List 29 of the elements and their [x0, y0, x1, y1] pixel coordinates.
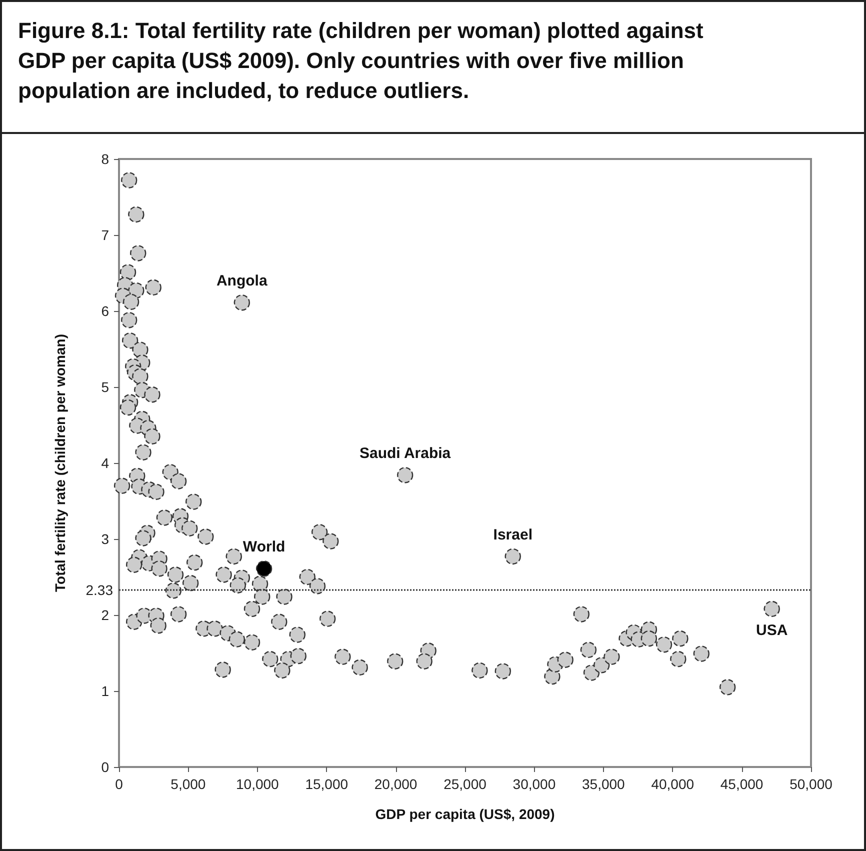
annotation: Angola — [216, 272, 268, 290]
y-tick-label: 4 — [101, 455, 110, 471]
annotation: World — [242, 538, 286, 556]
y-tick-label: 6 — [101, 303, 110, 319]
x-tick-label: 0 — [115, 776, 124, 792]
annotation: USA — [756, 622, 788, 639]
x-tick-label: 45,000 — [720, 776, 764, 792]
y-tick-label: 3 — [101, 531, 110, 547]
x-tick-label: 50,000 — [790, 776, 833, 792]
y-tick-label: 1 — [101, 683, 110, 699]
x-tick-label: 20,000 — [374, 776, 418, 792]
x-tick-label: 40,000 — [651, 776, 694, 792]
x-tick-label: 35,000 — [582, 776, 626, 792]
x-tick-label: 30,000 — [512, 776, 556, 792]
chart-title: Figure 8.1: Total fertility rate (children per woman) plotted against GDP per capita (US$ 2009). Only countries with over five million population are included, to reduce outliers. — [2, 2, 864, 134]
y-tick-label: 0 — [101, 759, 110, 775]
x-tick-label: 5,000 — [170, 776, 206, 792]
annotation: Israel — [493, 526, 532, 544]
y-tick-label: 7 — [101, 227, 110, 243]
annotation: Saudi Arabia — [360, 445, 452, 462]
x-axis-title: GDP per capita (US$, 2009) — [375, 806, 555, 822]
y-tick-label: 5 — [101, 379, 110, 395]
y-tick-label: 8 — [101, 151, 110, 167]
y-tick-label: 2 — [101, 607, 110, 623]
x-tick-label: 15,000 — [305, 776, 348, 792]
ref-line-label: 2.33 — [86, 582, 114, 598]
y-axis-title: Total fertility rate (children per woman) — [52, 334, 68, 592]
x-tick-label: 10,000 — [236, 776, 280, 792]
x-tick-label: 25,000 — [444, 776, 487, 792]
